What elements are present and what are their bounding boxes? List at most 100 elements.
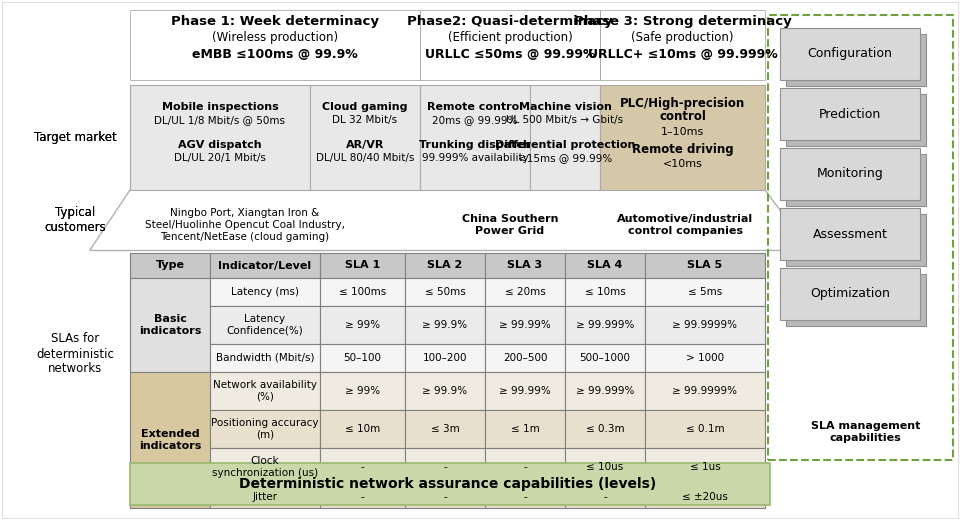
- Bar: [600, 85, 765, 190]
- Text: Target market: Target market: [34, 131, 116, 144]
- Bar: [565, 344, 645, 372]
- Bar: [420, 85, 530, 190]
- Bar: [130, 253, 210, 278]
- Text: Deterministic network assurance capabilities (levels): Deterministic network assurance capabili…: [239, 477, 656, 491]
- Bar: [786, 274, 926, 326]
- Bar: [485, 372, 565, 410]
- Bar: [130, 85, 310, 190]
- Bar: [420, 10, 600, 80]
- Bar: [485, 448, 565, 486]
- Text: DL 32 Mbit/s: DL 32 Mbit/s: [332, 115, 397, 125]
- Bar: [210, 410, 320, 448]
- Text: Extended
indicators: Extended indicators: [139, 429, 202, 451]
- Text: ≥ 99.999%: ≥ 99.999%: [576, 320, 635, 330]
- Text: 50–100: 50–100: [344, 353, 381, 363]
- Bar: [320, 344, 405, 372]
- Bar: [565, 486, 645, 508]
- Bar: [485, 253, 565, 278]
- Bar: [645, 253, 765, 278]
- Text: ≥ 99.99%: ≥ 99.99%: [499, 320, 551, 330]
- Text: SLA 2: SLA 2: [427, 261, 463, 270]
- Text: -: -: [444, 462, 446, 472]
- Text: Monitoring: Monitoring: [817, 167, 883, 180]
- Bar: [645, 372, 765, 410]
- Text: ≤ 0.1m: ≤ 0.1m: [685, 424, 724, 434]
- Text: Optimization: Optimization: [810, 288, 890, 301]
- Text: Mobile inspections: Mobile inspections: [161, 102, 278, 112]
- Text: ≤ 100ms: ≤ 100ms: [339, 287, 386, 297]
- Text: DL/UL 20/1 Mbit/s: DL/UL 20/1 Mbit/s: [174, 153, 266, 163]
- Bar: [786, 214, 926, 266]
- Text: ≥ 99%: ≥ 99%: [345, 320, 380, 330]
- Text: Target market: Target market: [34, 131, 116, 144]
- Text: -: -: [523, 462, 527, 472]
- Text: ≥ 99%: ≥ 99%: [345, 386, 380, 396]
- Bar: [786, 34, 926, 86]
- Text: ≥ 99.999%: ≥ 99.999%: [576, 386, 635, 396]
- Text: Clock
synchronization (us): Clock synchronization (us): [212, 456, 318, 478]
- Bar: [780, 268, 920, 320]
- Bar: [565, 278, 645, 306]
- Bar: [600, 10, 765, 80]
- Bar: [645, 278, 765, 306]
- Bar: [530, 85, 600, 190]
- Bar: [320, 486, 405, 508]
- Bar: [565, 410, 645, 448]
- Text: Ningbo Port, Xiangtan Iron &
Steel/Huolinhe Opencut Coal Industry,
Tencent/NetEa: Ningbo Port, Xiangtan Iron & Steel/Huoli…: [145, 209, 345, 242]
- Text: ≥ 99.99%: ≥ 99.99%: [499, 386, 551, 396]
- Text: SLA 1: SLA 1: [345, 261, 380, 270]
- Bar: [565, 448, 645, 486]
- Bar: [130, 10, 420, 80]
- Text: Cloud gaming: Cloud gaming: [323, 102, 408, 112]
- Bar: [645, 410, 765, 448]
- Text: Phase2: Quasi-determinacy: Phase2: Quasi-determinacy: [407, 16, 612, 29]
- Text: DL/UL 80/40 Mbit/s: DL/UL 80/40 Mbit/s: [316, 153, 414, 163]
- Text: -: -: [523, 492, 527, 502]
- Text: Typical
customers: Typical customers: [44, 206, 106, 234]
- Text: (Efficient production): (Efficient production): [447, 31, 572, 44]
- Text: AGV dispatch: AGV dispatch: [179, 140, 262, 150]
- Text: Typical
customers: Typical customers: [44, 206, 106, 234]
- Bar: [786, 154, 926, 206]
- Bar: [565, 306, 645, 344]
- Bar: [310, 85, 420, 190]
- Bar: [320, 372, 405, 410]
- Text: ≤ 5ms: ≤ 5ms: [688, 287, 722, 297]
- Text: URLLC ≤50ms @ 99.99%: URLLC ≤50ms @ 99.99%: [424, 48, 595, 61]
- Bar: [485, 278, 565, 306]
- Bar: [768, 15, 953, 460]
- Text: ≤ 3m: ≤ 3m: [431, 424, 460, 434]
- Bar: [210, 278, 320, 306]
- Text: Latency
Confidence(%): Latency Confidence(%): [227, 314, 303, 336]
- Text: ≥ 99.9999%: ≥ 99.9999%: [673, 386, 737, 396]
- Text: AR/VR: AR/VR: [346, 140, 384, 150]
- Text: UL 500 Mbit/s → Gbit/s: UL 500 Mbit/s → Gbit/s: [507, 115, 624, 125]
- Bar: [320, 253, 405, 278]
- Text: Network availability
(%): Network availability (%): [213, 380, 317, 402]
- Text: Machine vision: Machine vision: [518, 102, 612, 112]
- Bar: [405, 344, 485, 372]
- Bar: [130, 463, 770, 505]
- Text: Assessment: Assessment: [812, 228, 887, 240]
- Text: Trunking dispatch: Trunking dispatch: [420, 140, 531, 150]
- Bar: [405, 486, 485, 508]
- Text: SLA management
capabilities: SLA management capabilities: [811, 421, 921, 443]
- Bar: [485, 344, 565, 372]
- Bar: [130, 278, 210, 372]
- Text: Type: Type: [156, 261, 184, 270]
- Text: Remote driving: Remote driving: [632, 144, 733, 157]
- Text: Bandwidth (Mbit/s): Bandwidth (Mbit/s): [216, 353, 314, 363]
- Bar: [645, 448, 765, 486]
- Text: -: -: [361, 492, 365, 502]
- Text: 200–500: 200–500: [503, 353, 547, 363]
- Bar: [210, 344, 320, 372]
- Text: (Safe production): (Safe production): [632, 31, 733, 44]
- Text: 1–10ms: 1–10ms: [660, 127, 704, 137]
- Bar: [645, 486, 765, 508]
- Text: -: -: [361, 462, 365, 472]
- Text: DL/UL 1/8 Mbit/s @ 50ms: DL/UL 1/8 Mbit/s @ 50ms: [155, 115, 285, 125]
- Bar: [405, 306, 485, 344]
- Bar: [405, 410, 485, 448]
- Text: SLA 4: SLA 4: [588, 261, 623, 270]
- Bar: [210, 486, 320, 508]
